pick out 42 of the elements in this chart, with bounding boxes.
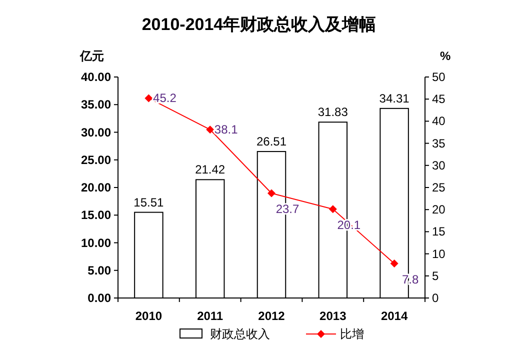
y2-tick-label: 30 [432, 158, 446, 172]
y-tick-label: 10.00 [80, 236, 112, 250]
y2-tick-label: 25 [432, 180, 446, 194]
y2-tick-label: 45 [432, 92, 446, 106]
y2-tick-label: 10 [432, 246, 446, 261]
y2-tick-label: 15 [432, 224, 446, 239]
data-label: 26.51 [256, 134, 287, 149]
x-tick-label: 2014 [380, 309, 408, 323]
point [144, 94, 153, 102]
data-label: 38.1 [214, 122, 238, 137]
y-tick-label: 0.00 [88, 291, 112, 305]
x-tick-label: 2012 [258, 309, 286, 323]
y2-tick-label: 20 [432, 202, 446, 217]
data-label: 34.31 [379, 91, 410, 106]
data-label: 21.42 [195, 162, 226, 177]
y2-tick-label: 5 [432, 268, 439, 283]
y2-axis-title: % [440, 49, 451, 63]
y-tick-label: 5.00 [88, 263, 112, 278]
y-tick-label: 30.00 [80, 125, 112, 140]
legend-label: 财政总收入 [210, 327, 270, 341]
y-tick-label: 35.00 [80, 98, 112, 112]
x-tick-label: 2011 [197, 309, 224, 323]
y2-tick-label: 50 [432, 70, 446, 84]
y2-tick-label: 0 [432, 291, 439, 305]
point [390, 260, 398, 268]
chart-title: 2010-2014年财政总收入及增幅 [142, 15, 376, 34]
point [268, 189, 276, 198]
point [206, 126, 214, 134]
x-tick-label: 2013 [320, 309, 347, 323]
y2-tick-label: 35 [432, 136, 446, 150]
y-tick-label: 15.00 [80, 208, 112, 222]
y-tick-label: 40.00 [80, 70, 112, 84]
legend-label: 比增 [340, 327, 364, 341]
data-label: 31.83 [318, 105, 348, 120]
data-label: 15.51 [134, 195, 164, 210]
x-tick-label: 2010 [135, 309, 162, 323]
y-tick-label: 20.00 [80, 180, 112, 194]
y2-tick-label: 40 [432, 114, 446, 128]
data-label: 45.2 [153, 91, 177, 106]
y-tick-label: 25.00 [80, 152, 112, 167]
y-axis-title: 亿元 [79, 49, 104, 63]
point [328, 205, 337, 214]
